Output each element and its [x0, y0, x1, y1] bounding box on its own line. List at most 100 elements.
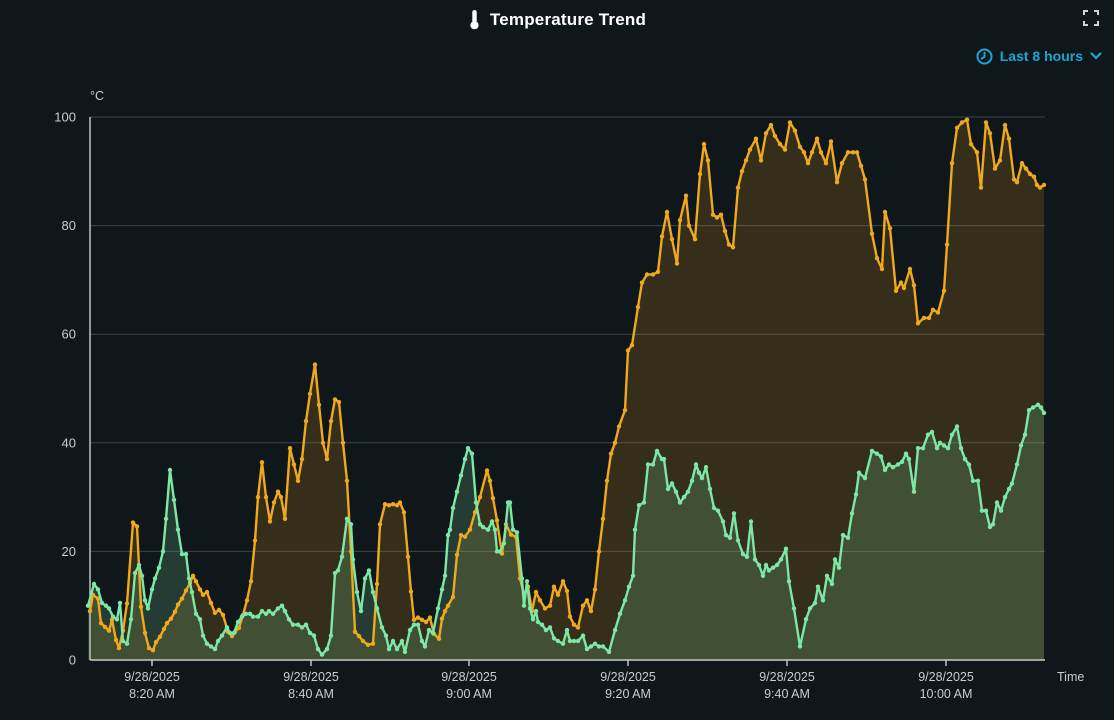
temperature-series-green-marker: [962, 456, 968, 462]
temperature-series-green-marker: [208, 644, 214, 649]
temperature-series-orange-marker: [629, 342, 635, 348]
temperature-series-orange-marker: [1027, 171, 1033, 177]
x-tick-date: 9/28/2025: [124, 670, 180, 684]
temperature-series-green-marker: [480, 524, 486, 530]
temperature-series-orange-marker: [697, 171, 703, 177]
temperature-series-green-marker: [783, 546, 789, 551]
temperature-series-green-marker: [247, 611, 253, 616]
temperature-series-green-marker: [555, 638, 561, 644]
temperature-series-orange-marker: [560, 579, 566, 584]
temperature-series-green-marker: [580, 633, 586, 638]
temperature-series-orange-marker: [244, 598, 250, 603]
temperature-series-green-marker: [524, 579, 530, 584]
temperature-series-green-marker: [592, 641, 598, 646]
temperature-series-orange-marker: [87, 608, 93, 614]
temperature-series-green-marker: [465, 446, 471, 451]
temperature-series-orange-marker: [659, 234, 665, 239]
temperature-series-green-marker: [966, 462, 972, 467]
y-tick-label-0: 0: [69, 653, 76, 668]
temperature-series-green-marker: [641, 500, 647, 505]
time-range-dropdown[interactable]: Last 8 hours: [976, 44, 1102, 68]
temperature-series-green-marker: [462, 456, 468, 462]
temperature-series-green-marker: [215, 638, 221, 644]
temperature-series-green-marker: [497, 549, 503, 554]
temperature-series-green-marker: [266, 608, 272, 614]
temperature-series-orange-marker: [394, 503, 400, 508]
temperature-series-green-marker: [239, 614, 245, 619]
temperature-series-orange-marker: [622, 408, 628, 413]
temperature-series-orange-marker: [722, 228, 728, 234]
temperature-series-green-marker: [445, 532, 451, 538]
temperature-series-green-marker: [617, 611, 623, 616]
temperature-series-green-marker: [315, 646, 321, 652]
temperature-series-green-marker: [454, 489, 460, 494]
temperature-series-green-marker: [469, 451, 475, 456]
temperature-series-green-marker: [600, 644, 606, 649]
temperature-series-green-marker: [319, 652, 325, 657]
temperature-series-green-marker: [95, 587, 101, 592]
temperature-series-green-marker: [903, 451, 909, 456]
temperature-series-orange-marker: [287, 446, 293, 451]
temperature-series-orange-marker: [271, 500, 277, 505]
temperature-series-green-marker: [703, 465, 709, 470]
temperature-series-green-marker: [303, 622, 309, 627]
temperature-series-orange-marker: [714, 215, 720, 220]
temperature-series-green-marker: [845, 535, 851, 540]
temperature-series-green-marker: [311, 633, 317, 638]
temperature-series-green-marker: [521, 603, 527, 608]
temperature-series-green-marker: [167, 467, 173, 473]
temperature-series-orange-marker: [168, 616, 174, 621]
temperature-series-orange-marker: [320, 440, 326, 445]
temperature-series-orange-marker: [116, 645, 122, 651]
x-tick-time: 8:40 AM: [288, 687, 334, 701]
temperature-series-orange-marker: [616, 424, 622, 429]
temperature-series-orange-marker: [787, 120, 793, 125]
temperature-series-green-marker: [1018, 443, 1024, 448]
temperature-series-orange-marker: [477, 494, 483, 500]
y-tick-label-60: 60: [62, 327, 76, 342]
temperature-series-orange-marker: [439, 616, 445, 621]
temperature-series-orange-marker: [1041, 182, 1047, 188]
temperature-series-green-marker: [386, 646, 392, 652]
temperature-series-green-marker: [114, 617, 120, 622]
temperature-series-orange-marker: [533, 589, 539, 595]
temperature-series-green-marker: [186, 576, 192, 581]
temperature-series-orange-marker: [405, 554, 411, 559]
thermometer-icon: [470, 10, 479, 30]
temperature-series-orange-marker: [316, 402, 322, 407]
fullscreen-button[interactable]: [1081, 9, 1101, 29]
temperature-series-orange-marker: [915, 321, 921, 326]
temperature-series-green-marker: [535, 619, 541, 625]
temperature-series-green-marker: [91, 581, 97, 587]
temperature-series-green-marker: [632, 527, 638, 532]
temperature-series-orange-marker: [411, 617, 417, 622]
temperature-series-orange-marker: [655, 269, 661, 274]
temperature-series-green-marker: [836, 565, 842, 570]
plot-area[interactable]: [90, 117, 1045, 660]
temperature-series-green-marker: [665, 486, 671, 492]
y-tick-label-40: 40: [62, 435, 76, 450]
temperature-series-orange-marker: [964, 117, 970, 122]
temperature-series-green-marker: [915, 446, 921, 451]
x-tick-date: 9/28/2025: [441, 670, 497, 684]
temperature-series-orange-marker: [102, 624, 108, 630]
temperature-series-green-marker: [929, 429, 935, 435]
temperature-series-orange-marker: [862, 177, 868, 182]
temperature-series-orange-marker: [949, 161, 955, 166]
temperature-series-green-marker: [1041, 410, 1047, 416]
temperature-series-orange-marker: [677, 218, 683, 223]
temperature-series-green-marker: [175, 527, 181, 532]
temperature-series-orange-marker: [340, 440, 346, 445]
temperature-series-green-marker: [1014, 462, 1020, 467]
temperature-series-green-marker: [243, 611, 249, 616]
temperature-series-orange-marker: [442, 608, 448, 614]
temperature-series-orange-marker: [907, 266, 913, 272]
temperature-series-orange-marker: [484, 468, 490, 473]
temperature-series-green-marker: [878, 454, 884, 459]
temperature-series-orange-marker: [150, 648, 156, 653]
temperature-series-orange-marker: [747, 147, 753, 152]
temperature-series-orange-marker: [743, 158, 749, 163]
temperature-series-green-marker: [551, 636, 557, 641]
temperature-series-orange-marker: [592, 587, 598, 592]
